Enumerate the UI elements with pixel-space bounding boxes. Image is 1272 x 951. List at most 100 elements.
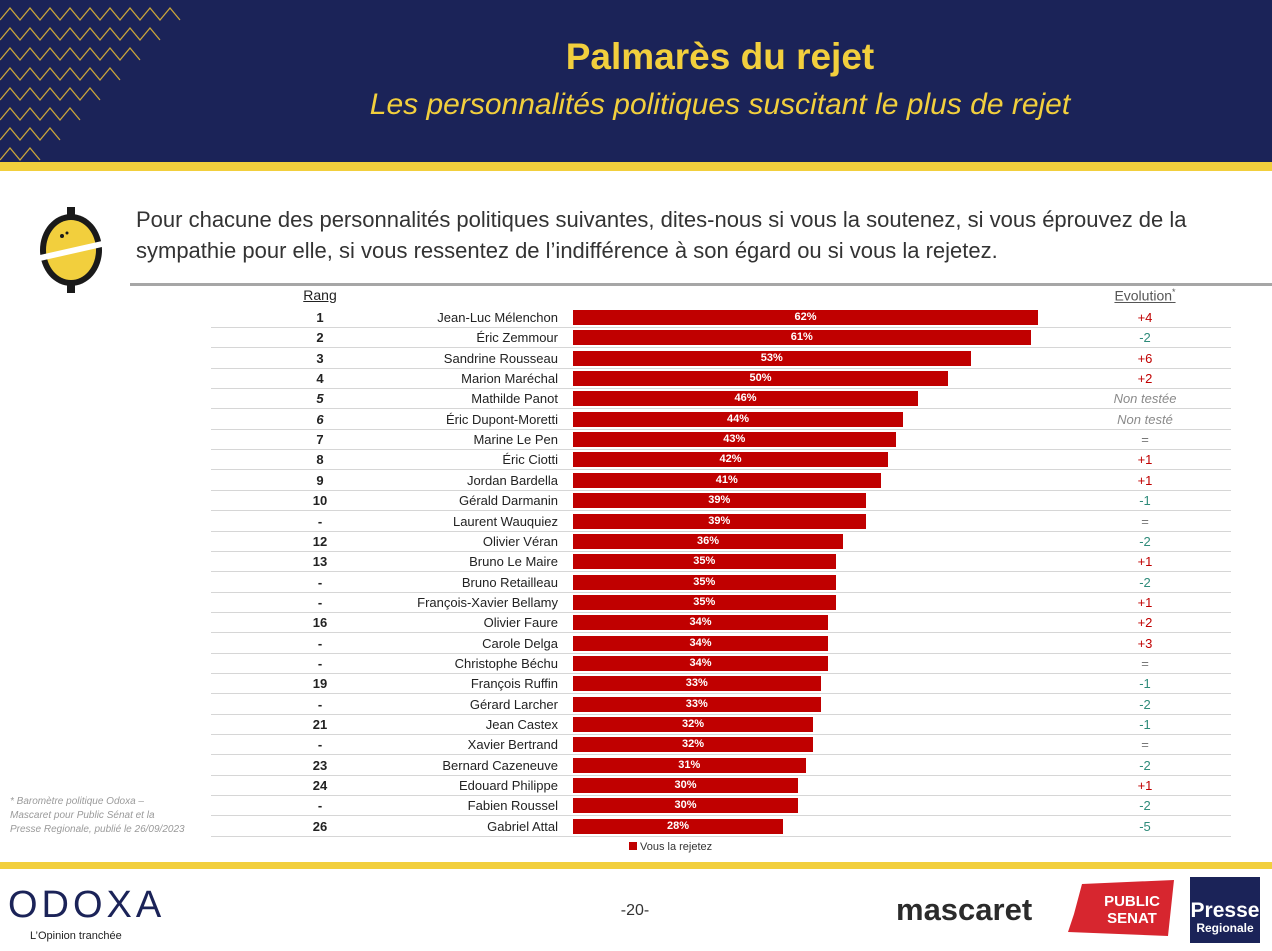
presse-regionale-line2: Regionale	[1196, 921, 1254, 935]
data-label: 42%	[719, 453, 742, 466]
public-senat-line2: SENAT	[1107, 910, 1157, 927]
category-label: Gabriel Attal	[487, 818, 558, 834]
chart-row: 12 Olivier Véran 36% -2	[0, 532, 1272, 552]
row-separator	[211, 611, 1231, 613]
chart-row: 2 Éric Zemmour 61% -2	[0, 328, 1272, 349]
rank-label: 1	[316, 310, 324, 325]
rank-label: -	[317, 574, 323, 590]
data-label: 34%	[689, 656, 712, 669]
row-separator	[211, 672, 1231, 674]
row-separator	[211, 571, 1231, 573]
row-separator	[211, 327, 1231, 328]
survey-question: Pour chacune des personnalités politique…	[136, 207, 1187, 263]
chart-row: - Fabien Roussel 30% -2	[0, 796, 1272, 817]
presse-regionale-text: Presse Regionale	[1190, 900, 1260, 935]
public-senat-line1: PUBLIC	[1104, 893, 1160, 910]
bar: 36%	[573, 533, 843, 549]
data-label: 32%	[681, 738, 705, 751]
evolution-value: +1	[1137, 778, 1153, 794]
evolution-value: +2	[1137, 371, 1153, 387]
category-label: Carole Delga	[482, 635, 558, 651]
bar: 35%	[573, 594, 836, 610]
odoxa-wordmark: ODOXA	[8, 884, 166, 926]
chart-row: 10 Gérald Darmanin 39% -1	[0, 491, 1272, 512]
category-label: Jean Castex	[485, 717, 558, 732]
rank-label: -	[317, 798, 323, 814]
header-banner: Palmarès du rejet Les personnalités poli…	[0, 0, 1272, 162]
chart-legend: Vous la rejetez	[629, 841, 712, 853]
category-label: Xavier Bertrand	[467, 737, 558, 753]
presse-regionale-logo: Presse Regionale	[1190, 877, 1260, 943]
evolution-value: -1	[1139, 493, 1151, 509]
evolution-value: =	[1141, 737, 1149, 753]
bar: 34%	[573, 615, 828, 631]
bar: 30%	[573, 778, 798, 794]
bar: 39%	[573, 493, 866, 509]
data-label: 35%	[693, 555, 716, 568]
chart-row: 6 Éric Dupont-Moretti 44% Non testé	[0, 410, 1272, 430]
chart-row: 3 Sandrine Rousseau 53% +6	[0, 349, 1272, 369]
category-label: Christophe Béchu	[454, 655, 558, 671]
bar: 50%	[573, 371, 948, 387]
chart-row: 13 Bruno Le Maire 35% +1	[0, 552, 1272, 573]
data-label: 35%	[693, 575, 716, 588]
category-label: Edouard Philippe	[458, 778, 558, 794]
mascaret-logo: mascaret	[896, 892, 1033, 927]
data-label: 34%	[689, 616, 712, 629]
row-separator	[211, 754, 1231, 756]
bar: 42%	[573, 452, 888, 468]
rank-label: 9	[316, 472, 324, 488]
row-separator	[211, 367, 1231, 369]
rank-label: -	[317, 696, 323, 712]
data-label: 34%	[689, 636, 712, 649]
bar: 28%	[573, 818, 783, 834]
odoxa-tagline: L’Opinion tranchée	[30, 930, 122, 942]
chart-row: - Christophe Béchu 34% =	[0, 654, 1272, 674]
bar: 30%	[573, 798, 798, 814]
data-label: 35%	[693, 595, 716, 608]
evolution-value: -2	[1139, 330, 1151, 346]
evolution-value: +1	[1137, 472, 1153, 488]
public-senat-text: PUBLIC SENAT	[1090, 893, 1174, 927]
evolution-column-header: Evolution*	[1100, 287, 1190, 304]
evolution-value: +6	[1137, 350, 1153, 366]
bar: 41%	[573, 472, 881, 488]
data-label: 36%	[696, 534, 720, 547]
evolution-value: +1	[1137, 554, 1153, 570]
rank-label: 19	[312, 676, 328, 692]
rank-label: 3	[316, 350, 324, 366]
evolution-value: -5	[1139, 818, 1151, 834]
row-separator	[211, 835, 1231, 837]
bar: 31%	[573, 757, 806, 773]
category-label: Gérald Darmanin	[459, 493, 558, 509]
odoxa-lemon-icon	[40, 207, 102, 293]
data-label: 62%	[794, 311, 817, 323]
hatch-pattern	[0, 6, 181, 162]
bar: 62%	[573, 310, 1038, 325]
data-label: 30%	[674, 779, 697, 792]
row-separator	[211, 510, 1231, 512]
rank-column-header: Rang	[303, 287, 337, 303]
rank-label: 23	[312, 757, 328, 773]
bar: 35%	[573, 554, 836, 570]
bar: 34%	[573, 655, 828, 671]
evolution-value: -2	[1139, 696, 1151, 712]
category-label: François Ruffin	[470, 676, 558, 692]
category-label: Bruno Retailleau	[461, 574, 558, 590]
data-label: 43%	[723, 433, 746, 446]
evolution-value: -2	[1139, 798, 1151, 814]
bar: 43%	[573, 432, 896, 448]
data-label: 39%	[708, 494, 731, 507]
bar: 35%	[573, 574, 836, 590]
row-separator	[211, 591, 1231, 593]
row-separator	[211, 408, 1231, 410]
data-label: 46%	[734, 392, 757, 405]
footnote: * Baromètre politique Odoxa – Mascaret p…	[10, 796, 185, 835]
row-separator	[211, 652, 1231, 654]
rank-label: 10	[312, 493, 328, 509]
evolution-value: Non testé	[1117, 411, 1173, 427]
category-label: François-Xavier Bellamy	[417, 594, 558, 610]
page-subtitle: Les personnalités politiques suscitant l…	[369, 88, 1071, 121]
row-separator	[211, 734, 1231, 735]
bar: 46%	[573, 391, 918, 407]
